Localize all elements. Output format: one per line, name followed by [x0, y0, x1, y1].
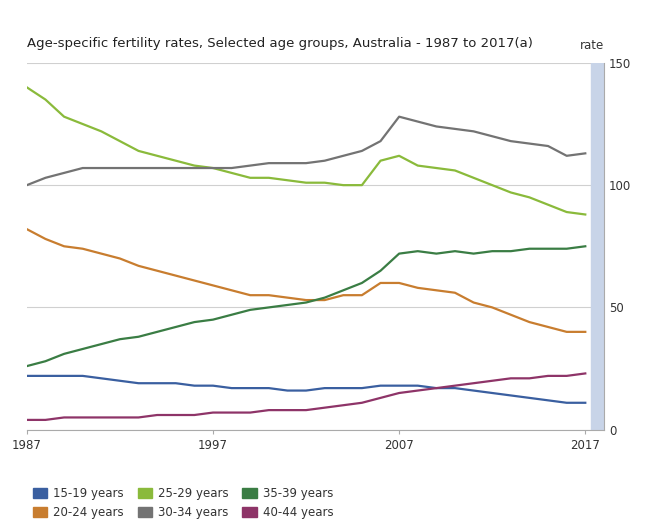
Legend: 15-19 years, 20-24 years, 25-29 years, 30-34 years, 35-39 years, 40-44 years: 15-19 years, 20-24 years, 25-29 years, 3…: [33, 487, 333, 519]
Bar: [591, 63, 604, 430]
Text: Age-specific fertility rates, Selected age groups, Australia - 1987 to 2017(a): Age-specific fertility rates, Selected a…: [27, 37, 533, 50]
Text: rate: rate: [580, 39, 604, 52]
